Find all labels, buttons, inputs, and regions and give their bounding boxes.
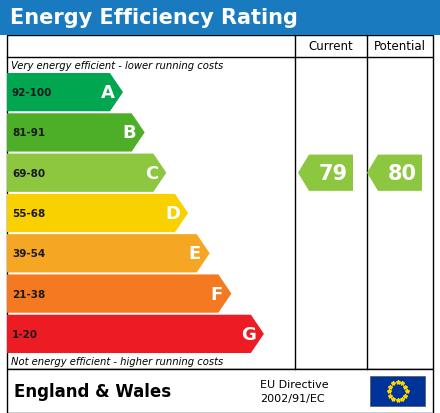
Text: Very energy efficient - lower running costs: Very energy efficient - lower running co… (11, 61, 223, 71)
Text: A: A (101, 84, 115, 102)
Text: 69-80: 69-80 (12, 169, 45, 178)
Text: Potential: Potential (374, 40, 426, 53)
Polygon shape (367, 155, 422, 191)
Text: 92-100: 92-100 (12, 88, 52, 98)
Text: Not energy efficient - higher running costs: Not energy efficient - higher running co… (11, 356, 223, 366)
Text: 55-68: 55-68 (12, 209, 45, 218)
Polygon shape (7, 315, 264, 353)
Text: 21-38: 21-38 (12, 289, 45, 299)
Text: Current: Current (308, 40, 353, 53)
Polygon shape (7, 275, 231, 313)
Text: D: D (165, 204, 180, 223)
Text: 81-91: 81-91 (12, 128, 45, 138)
Bar (7, 36, 433, 369)
Polygon shape (298, 155, 353, 191)
Text: 2002/91/EC: 2002/91/EC (260, 393, 325, 403)
Polygon shape (7, 154, 166, 192)
Text: Energy Efficiency Rating: Energy Efficiency Rating (10, 8, 298, 28)
Text: 80: 80 (388, 163, 417, 183)
Bar (370, 376, 425, 406)
Text: England & Wales: England & Wales (14, 382, 171, 400)
Polygon shape (7, 114, 145, 152)
Text: 1-20: 1-20 (12, 329, 38, 339)
Text: 39-54: 39-54 (12, 249, 45, 259)
Bar (0, 0, 440, 36)
Text: EU Directive: EU Directive (260, 379, 329, 389)
Text: G: G (242, 325, 257, 343)
Text: F: F (210, 285, 223, 303)
Bar (7, 369, 433, 413)
Polygon shape (7, 74, 123, 112)
Text: 79: 79 (319, 163, 348, 183)
Polygon shape (7, 235, 210, 273)
Text: B: B (123, 124, 136, 142)
Text: E: E (189, 244, 201, 263)
Polygon shape (7, 195, 188, 233)
Text: C: C (145, 164, 158, 182)
